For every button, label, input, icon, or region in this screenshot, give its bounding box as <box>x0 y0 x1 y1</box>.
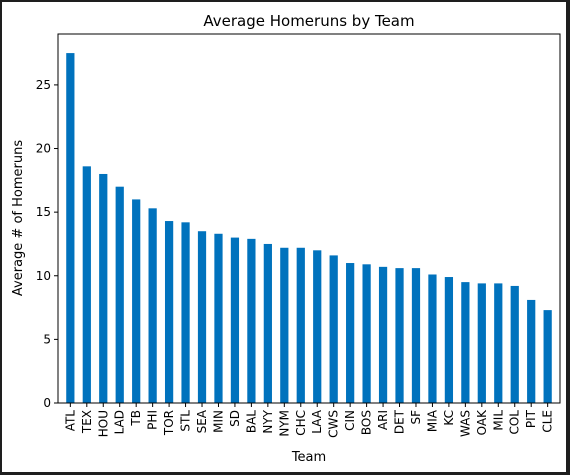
x-tick-label: CLE <box>541 410 555 433</box>
bar-phi <box>149 208 157 403</box>
bar-hou <box>99 174 107 403</box>
bar-lad <box>116 187 124 403</box>
bar-tex <box>83 166 91 403</box>
x-tick-label: PIT <box>524 409 538 428</box>
x-tick-label: ATL <box>63 410 77 432</box>
bar-cws <box>330 255 338 403</box>
x-tick-label: ARI <box>376 410 390 430</box>
bar-min <box>214 234 222 403</box>
y-tick-label: 5 <box>43 332 51 346</box>
x-tick-label: DET <box>393 409 407 434</box>
x-tick-label: STL <box>179 410 193 432</box>
bar-oak <box>478 283 486 403</box>
bar-cle <box>544 310 552 403</box>
bar-stl <box>181 222 189 403</box>
x-tick-label: NYY <box>261 409 275 433</box>
bar-nyy <box>264 244 272 403</box>
y-tick-label: 20 <box>36 142 51 156</box>
bar-tb <box>132 199 140 403</box>
bars-group <box>66 53 552 403</box>
x-tick-label: MIN <box>211 410 225 433</box>
bar-bal <box>247 239 255 403</box>
x-tick-label: CWS <box>327 410 341 438</box>
x-tick-label: NYM <box>277 410 291 437</box>
x-tick-label: TEX <box>80 410 94 434</box>
x-tick-label: LAD <box>113 410 127 434</box>
bar-nym <box>280 248 288 403</box>
bar-col <box>511 286 519 403</box>
bar-sd <box>231 238 239 403</box>
bar-kc <box>445 277 453 403</box>
x-tick-label: CIN <box>343 410 357 431</box>
y-axis: 0 5 10 15 20 25 <box>36 78 58 410</box>
x-tick-label: BAL <box>244 410 258 433</box>
bar-pit <box>527 300 535 403</box>
x-tick-label: KC <box>442 410 456 426</box>
x-tick-label: SEA <box>195 409 209 433</box>
y-tick-label: 15 <box>36 205 51 219</box>
bar-tor <box>165 221 173 403</box>
chart-title: Average Homeruns by Team <box>203 12 414 30</box>
y-tick-label: 25 <box>36 78 51 92</box>
bar-atl <box>66 53 74 403</box>
bar-sea <box>198 231 206 403</box>
bar-bos <box>362 264 370 403</box>
y-axis-label: Average # of Homeruns <box>11 140 26 296</box>
bar-cin <box>346 263 354 403</box>
bar-was <box>461 282 469 403</box>
x-tick-label: BOS <box>360 410 374 435</box>
x-tick-label: TB <box>129 410 143 427</box>
x-tick-label: SD <box>228 410 242 427</box>
x-tick-label: HOU <box>96 410 110 437</box>
x-tick-label: SF <box>409 410 423 425</box>
figure-canvas: Average Homeruns by Team 0 5 10 15 20 25 ATL T… <box>2 2 566 472</box>
x-tick-label: COL <box>508 410 522 435</box>
x-tick-label: WAS <box>458 410 472 437</box>
x-axis-label: Team <box>291 450 326 465</box>
bar-chc <box>297 248 305 403</box>
x-tick-label: MIA <box>425 409 439 432</box>
x-tick-label: MIL <box>491 410 505 431</box>
bar-mil <box>494 283 502 403</box>
x-tick-label: LAA <box>310 409 324 434</box>
bar-det <box>395 268 403 403</box>
x-tick-label: CHC <box>294 410 308 436</box>
y-tick-label: 10 <box>36 269 51 283</box>
y-tick-label: 0 <box>43 396 51 410</box>
x-tick-label: PHI <box>146 410 160 430</box>
x-tick-label: OAK <box>475 409 489 435</box>
x-tick-label: TOR <box>162 410 176 436</box>
bar-ari <box>379 267 387 403</box>
bar-laa <box>313 250 321 403</box>
bar-sf <box>412 268 420 403</box>
bar-mia <box>428 274 436 403</box>
x-axis: ATL TEX HOU LAD TB PHI TOR STL SEA MIN SD BAL NYY NYM… <box>63 403 554 438</box>
